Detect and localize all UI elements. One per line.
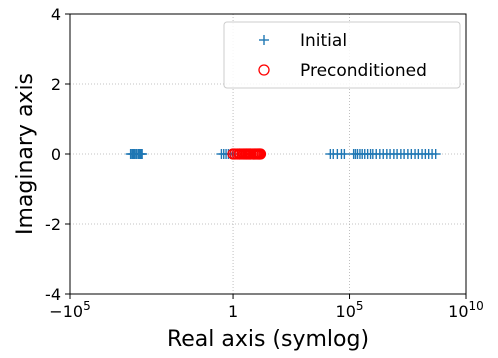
- legend: Initial Preconditioned: [223, 21, 461, 89]
- x-tick-label: 1: [228, 302, 238, 321]
- x-axis-label: Real axis (symlog): [167, 327, 369, 352]
- series-preconditioned: [227, 148, 267, 160]
- y-tick-label: -4: [45, 285, 61, 304]
- y-axis-label: Imaginary axis: [13, 73, 38, 235]
- axis-ticks: −105 1 105 1010 -4 -2 0 2 4: [45, 5, 484, 321]
- y-tick-label: 4: [51, 5, 61, 24]
- preconditioned-point: [254, 148, 267, 160]
- y-tick-label: 0: [51, 145, 61, 164]
- y-tick-label: -2: [45, 215, 61, 234]
- x-tick-label: 105: [336, 299, 364, 321]
- x-tick-label: −105: [49, 299, 90, 321]
- legend-box: [223, 21, 461, 89]
- y-tick-label: 2: [51, 75, 61, 94]
- legend-marker-preconditioned: [258, 64, 270, 76]
- initial-point: [137, 149, 148, 159]
- legend-marker: [259, 35, 269, 45]
- legend-marker: [258, 64, 270, 76]
- initial-point: [430, 149, 441, 159]
- initial-point: [339, 149, 350, 159]
- x-tick-label: 1010: [448, 299, 484, 321]
- legend-label-initial: Initial: [300, 31, 347, 51]
- legend-label-preconditioned: Preconditioned: [300, 61, 427, 81]
- data-points: [125, 148, 441, 160]
- legend-marker-initial: [259, 35, 269, 45]
